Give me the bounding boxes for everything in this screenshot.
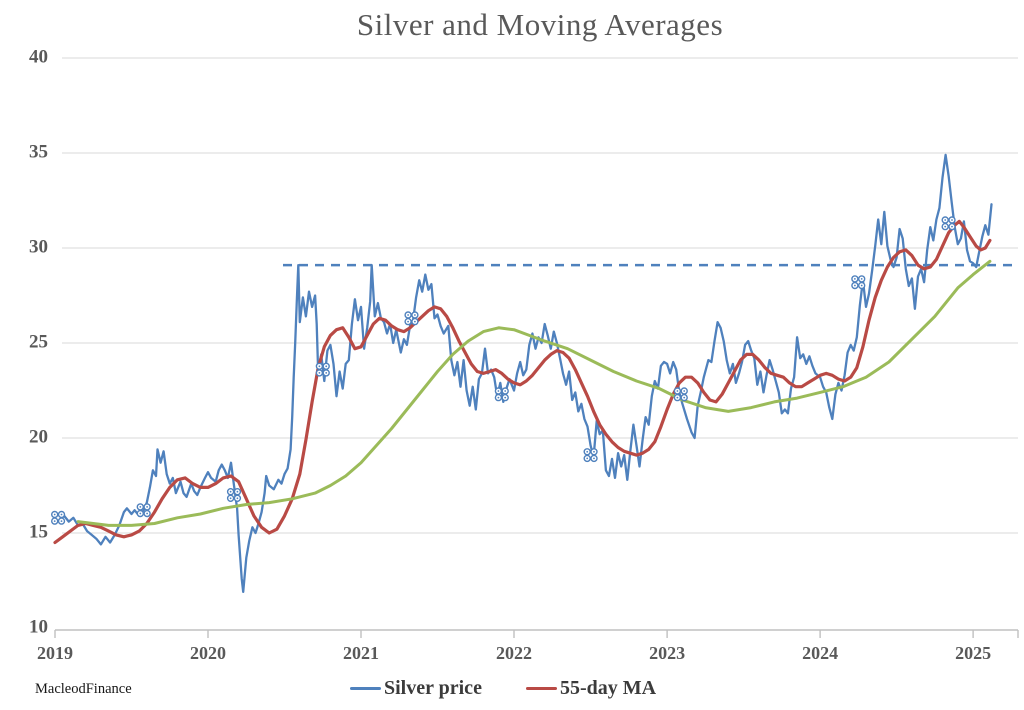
marker-cluster [404,311,419,326]
x-axis-label: 2021 [343,643,379,663]
legend-item-silver-price: Silver price [350,677,482,700]
marker-dot [146,512,148,515]
silver-price-line [53,153,993,594]
marker-cluster [315,362,330,377]
legend-label-silver-price: Silver price [384,677,482,699]
y-axis-label: 30 [29,236,48,258]
watermark: MacleodFinance [35,681,132,697]
marker-dot [593,457,595,460]
legend: Silver price 55-day MA [350,677,656,700]
marker-dot [236,490,239,493]
marker-dot [593,450,595,453]
marker-dot [53,513,56,516]
marker-dot [860,278,863,280]
y-axis-label: 20 [29,426,48,448]
marker-cluster [673,387,688,402]
marker-dot [60,513,63,516]
marker-dot [229,490,232,493]
marker-cluster [50,510,66,525]
marker-dot [586,457,589,460]
silver-price-swatch [350,686,381,691]
marker-dot [414,320,416,323]
marker-cluster [494,387,509,402]
marker-dot [504,396,507,399]
marker-dot [318,365,321,368]
marker-dot [854,284,856,287]
x-axis-label: 2019 [37,643,73,663]
marker-dot [676,396,679,399]
x-axis-label: 2023 [649,643,686,663]
marker-dot [683,396,686,399]
x-axis-label: 2022 [496,643,532,663]
y-axis-label: 25 [29,331,48,353]
marker-dot [951,219,953,221]
y-axis-label: 15 [29,521,48,543]
marker-dot [676,390,679,392]
marker-dot [53,520,56,522]
marker-dot [497,396,500,399]
marker-dot [318,372,321,374]
marker-dot [60,520,63,522]
x-axis-label: 2025 [955,643,992,663]
x-axis-label: 2020 [190,643,226,663]
marker-dot [407,314,409,316]
y-axis-label: 10 [29,616,48,638]
marker-cluster [941,216,956,231]
ma55-swatch [525,686,557,691]
marker-dot [325,365,328,368]
y-axis-label: 40 [29,46,48,68]
marker-dot [414,314,416,316]
y-axis-label: 35 [29,141,48,163]
marker-dot [854,278,856,280]
marker-cluster [226,487,242,502]
marker-dot [407,320,409,323]
marker-dot [325,372,328,374]
marker-dot [944,219,947,221]
marker-cluster [583,448,598,463]
marker-cluster [136,503,151,518]
x-axis-label: 2024 [802,643,839,663]
green-ma-line [76,259,992,527]
ma55-line [53,219,992,545]
marker-dot [139,506,142,508]
chart-title: Silver and Moving Averages [356,7,724,42]
legend-label-55day-ma: 55-day MA [559,677,657,699]
marker-cluster [851,275,866,290]
marker-dot [683,390,686,392]
marker-dot [229,497,232,500]
marker-dot [860,284,863,287]
marker-dot [504,390,507,392]
marker-dot [497,390,500,392]
marker-dot [146,506,148,508]
marker-dot [951,225,953,228]
marker-dot [236,497,239,500]
marker-dot [139,512,142,515]
marker-dot [944,225,947,228]
marker-dot [586,450,589,453]
legend-item-55day-ma: 55-day MA [525,677,657,700]
